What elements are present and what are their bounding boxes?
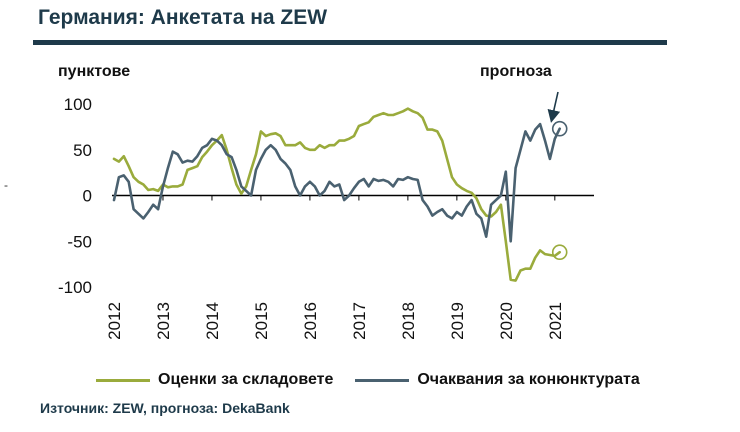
y-tick-label: 100 (64, 95, 92, 114)
legend-swatch-current (96, 378, 150, 382)
chart-legend: Оценки за складовете Очаквания за конюнк… (96, 371, 662, 389)
x-tick-label: 2021 (546, 302, 565, 340)
legend-swatch-expectations (355, 378, 410, 382)
x-tick-label: 2020 (497, 302, 516, 340)
forecast-annotation: прогноза (480, 63, 552, 80)
x-tick-label: 2014 (203, 302, 222, 340)
title-rule (33, 40, 667, 45)
legend-label-current: Оценки за складовете (158, 371, 334, 388)
x-tick-label: 2012 (105, 302, 124, 340)
y-tick-label: 0 (83, 187, 92, 206)
x-tick-label: 2013 (154, 302, 173, 340)
source-note: Източник: ZEW, прогноза: DekaBank (40, 400, 290, 416)
series-line-expectations (112, 122, 562, 243)
y-tick-label: -100 (58, 278, 92, 297)
x-tick-label: 2016 (301, 302, 320, 340)
series-line-current (112, 107, 562, 282)
forecast-circle-current (551, 244, 568, 261)
side-dash-mark: - (4, 178, 8, 192)
legend-label-expectations: Очаквания за конюнктурата (417, 371, 640, 388)
x-tick-label: 2018 (399, 302, 418, 340)
y-tick-label: 50 (73, 141, 92, 160)
legend-item-expectations: Очаквания за конюнктурата (355, 371, 640, 389)
y-tick-label: -50 (67, 232, 92, 251)
x-tick-label: 2019 (448, 302, 467, 340)
y-axis-label: пунктове (58, 63, 130, 80)
legend-item-current: Оценки за складовете (96, 371, 333, 389)
x-tick-label: 2017 (350, 302, 369, 340)
page-title: Германия: Анкетата на ZEW (38, 6, 328, 29)
x-tick-label: 2015 (252, 302, 271, 340)
forecast-arrow (547, 91, 561, 123)
